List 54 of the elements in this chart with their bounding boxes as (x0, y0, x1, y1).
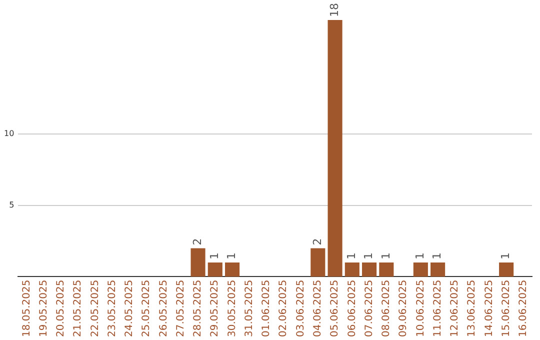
x-tick-label: 27.05.2025 (175, 280, 186, 338)
x-tick-label: 28.05.2025 (192, 280, 204, 338)
bar (499, 262, 514, 277)
x-tick-label: 06.06.2025 (346, 280, 358, 338)
x-tick-label: 07.06.2025 (364, 280, 375, 338)
bar (310, 248, 326, 277)
data-label: 2 (190, 238, 204, 246)
bar (362, 262, 377, 277)
x-tick-label: 11.06.2025 (432, 280, 444, 338)
data-label: 2 (310, 238, 324, 246)
bar (379, 262, 394, 277)
x-tick-label: 03.06.2025 (295, 280, 306, 338)
bar (224, 262, 240, 277)
x-tick-label: 13.06.2025 (466, 280, 478, 338)
x-tick-label: 14.06.2025 (484, 280, 495, 338)
x-tick-label: 12.06.2025 (450, 280, 461, 338)
x-tick-label: 26.05.2025 (158, 280, 170, 338)
x-tick-label: 19.05.2025 (38, 280, 50, 338)
y-tick-label: 5 (9, 200, 14, 210)
bar (413, 262, 428, 277)
x-tick-label: 04.06.2025 (312, 280, 324, 338)
bar (430, 262, 446, 277)
x-tick-label: 08.06.2025 (381, 280, 392, 338)
data-label: 1 (208, 252, 222, 260)
x-tick-label: 22.05.2025 (90, 280, 101, 338)
x-tick-label: 31.05.2025 (244, 280, 255, 338)
data-label: 1 (414, 252, 427, 260)
x-tick-label: 16.06.2025 (518, 280, 530, 338)
data-label: 1 (345, 252, 358, 260)
x-tick-label: 09.06.2025 (398, 280, 410, 338)
data-label: 1 (225, 252, 238, 260)
x-tick-label: 05.06.2025 (330, 280, 341, 338)
x-tick-label: 30.05.2025 (226, 280, 238, 338)
x-tick-label: 15.06.2025 (500, 280, 512, 338)
x-tick-label: 01.06.2025 (261, 280, 272, 338)
x-tick-label: 25.05.2025 (141, 280, 152, 338)
y-tick-label: 10 (4, 129, 14, 138)
data-label: 1 (362, 252, 376, 260)
x-tick-label: 23.05.2025 (106, 280, 118, 338)
x-tick-label: 21.05.2025 (72, 280, 84, 338)
data-label: 1 (379, 252, 392, 260)
x-tick-label: 20.05.2025 (56, 280, 67, 338)
x-tick-label: 18.05.2025 (21, 280, 32, 338)
bar (344, 262, 360, 277)
bar (190, 248, 206, 277)
x-tick-label: 10.06.2025 (415, 280, 426, 338)
bar (328, 20, 342, 277)
x-tick-label: 24.05.2025 (124, 280, 136, 338)
data-label: 1 (499, 252, 512, 260)
data-label: 18 (328, 3, 341, 17)
data-label: 1 (430, 252, 444, 260)
bar (208, 262, 222, 277)
x-tick-label: 29.05.2025 (210, 280, 221, 338)
x-tick-label: 02.06.2025 (278, 280, 290, 338)
